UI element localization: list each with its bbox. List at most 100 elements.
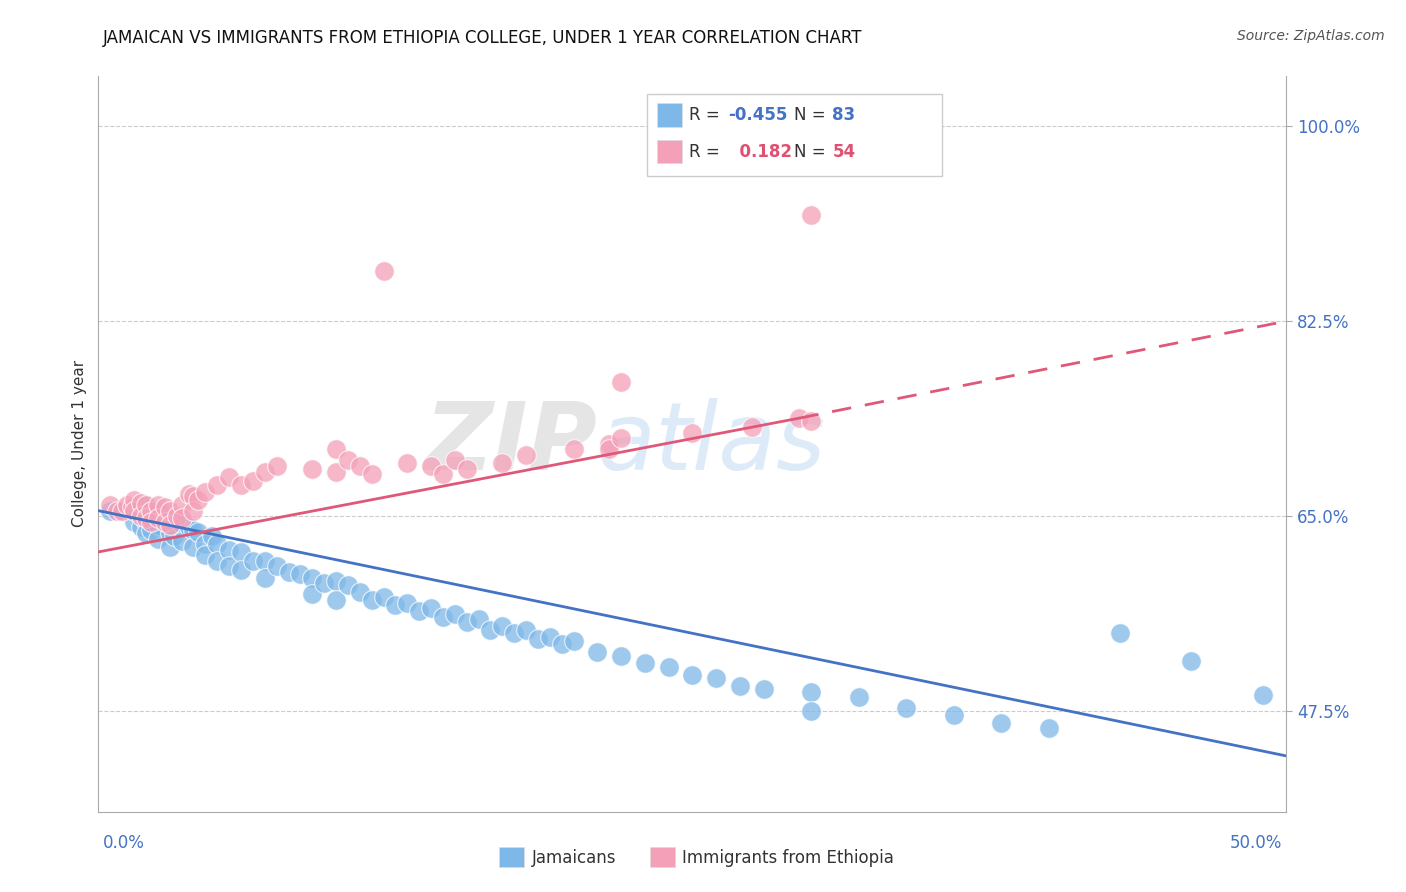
Immigrants from Ethiopia [122,503,145,517]
Jamaicans [325,574,347,588]
Text: 0.0%: 0.0% [103,834,145,852]
Immigrants from Ethiopia [420,459,443,474]
Jamaicans [218,542,240,557]
Immigrants from Ethiopia [107,503,129,517]
Jamaicans [183,541,205,555]
Text: 0.182: 0.182 [728,143,793,161]
Jamaicans [98,503,121,517]
Immigrants from Ethiopia [98,498,121,512]
Jamaicans [527,632,550,646]
Immigrants from Ethiopia [266,459,288,474]
Text: R =: R = [689,143,725,161]
Immigrants from Ethiopia [153,500,176,515]
Immigrants from Ethiopia [789,411,811,425]
Jamaicans [456,615,478,630]
Text: ZIP: ZIP [425,398,598,490]
Jamaicans [253,554,276,568]
Immigrants from Ethiopia [456,462,478,476]
Jamaicans [942,707,965,722]
Immigrants from Ethiopia [562,442,585,457]
Text: -0.455: -0.455 [728,106,787,124]
Immigrants from Ethiopia [325,442,347,457]
Immigrants from Ethiopia [229,478,252,492]
Jamaicans [183,523,205,537]
Immigrants from Ethiopia [129,496,152,510]
Immigrants from Ethiopia [135,511,157,525]
Jamaicans [336,578,359,592]
Text: Jamaicans: Jamaicans [531,849,616,867]
Immigrants from Ethiopia [242,474,264,488]
Jamaicans [325,593,347,607]
Immigrants from Ethiopia [153,515,176,529]
Jamaicans [848,690,870,704]
Jamaicans [1038,721,1060,735]
Immigrants from Ethiopia [122,492,145,507]
Jamaicans [314,576,336,591]
Jamaicans [218,559,240,574]
Immigrants from Ethiopia [444,453,467,467]
Jamaicans [467,612,489,626]
Point [610,376,633,390]
Immigrants from Ethiopia [159,503,181,517]
Jamaicans [290,567,312,582]
Jamaicans [373,590,395,604]
Jamaicans [122,503,145,517]
Immigrants from Ethiopia [301,462,323,476]
Jamaicans [163,511,186,525]
Immigrants from Ethiopia [610,431,633,445]
Immigrants from Ethiopia [139,503,162,517]
Immigrants from Ethiopia [170,511,193,525]
Immigrants from Ethiopia [336,453,359,467]
Immigrants from Ethiopia [741,420,763,434]
Immigrants from Ethiopia [396,456,419,470]
Immigrants from Ethiopia [800,414,823,428]
Immigrants from Ethiopia [360,467,382,481]
Point [800,208,823,222]
Jamaicans [146,518,169,533]
Immigrants from Ethiopia [194,484,217,499]
Jamaicans [201,529,224,543]
Jamaicans [229,545,252,559]
Immigrants from Ethiopia [325,465,347,479]
Jamaicans [301,571,323,585]
Immigrants from Ethiopia [115,498,138,512]
Immigrants from Ethiopia [432,467,454,481]
Jamaicans [135,525,157,540]
Jamaicans [159,525,181,540]
Jamaicans [194,537,217,551]
Jamaicans [170,533,193,548]
Point [373,264,395,278]
Immigrants from Ethiopia [598,442,620,457]
Immigrants from Ethiopia [139,515,162,529]
Immigrants from Ethiopia [177,487,200,501]
Jamaicans [139,509,162,524]
Jamaicans [444,607,467,622]
Jamaicans [301,587,323,601]
Immigrants from Ethiopia [129,509,152,524]
Text: Immigrants from Ethiopia: Immigrants from Ethiopia [682,849,894,867]
Text: JAMAICAN VS IMMIGRANTS FROM ETHIOPIA COLLEGE, UNDER 1 YEAR CORRELATION CHART: JAMAICAN VS IMMIGRANTS FROM ETHIOPIA COL… [103,29,862,46]
Jamaicans [139,523,162,537]
Jamaicans [562,634,585,648]
Jamaicans [170,517,193,532]
Jamaicans [129,509,152,524]
Jamaicans [187,524,209,539]
Y-axis label: College, Under 1 year: College, Under 1 year [72,360,87,527]
Jamaicans [349,585,371,599]
Jamaicans [277,565,299,579]
Jamaicans [163,529,186,543]
Jamaicans [1180,654,1202,668]
Text: 54: 54 [832,143,855,161]
Jamaicans [538,630,561,644]
Immigrants from Ethiopia [146,498,169,512]
Jamaicans [135,498,157,512]
Immigrants from Ethiopia [491,456,513,470]
Jamaicans [610,648,633,663]
Jamaicans [515,623,537,637]
Jamaicans [658,660,681,674]
Immigrants from Ethiopia [183,503,205,517]
Jamaicans [111,503,134,517]
Immigrants from Ethiopia [146,511,169,525]
Immigrants from Ethiopia [159,518,181,533]
Jamaicans [408,604,430,618]
